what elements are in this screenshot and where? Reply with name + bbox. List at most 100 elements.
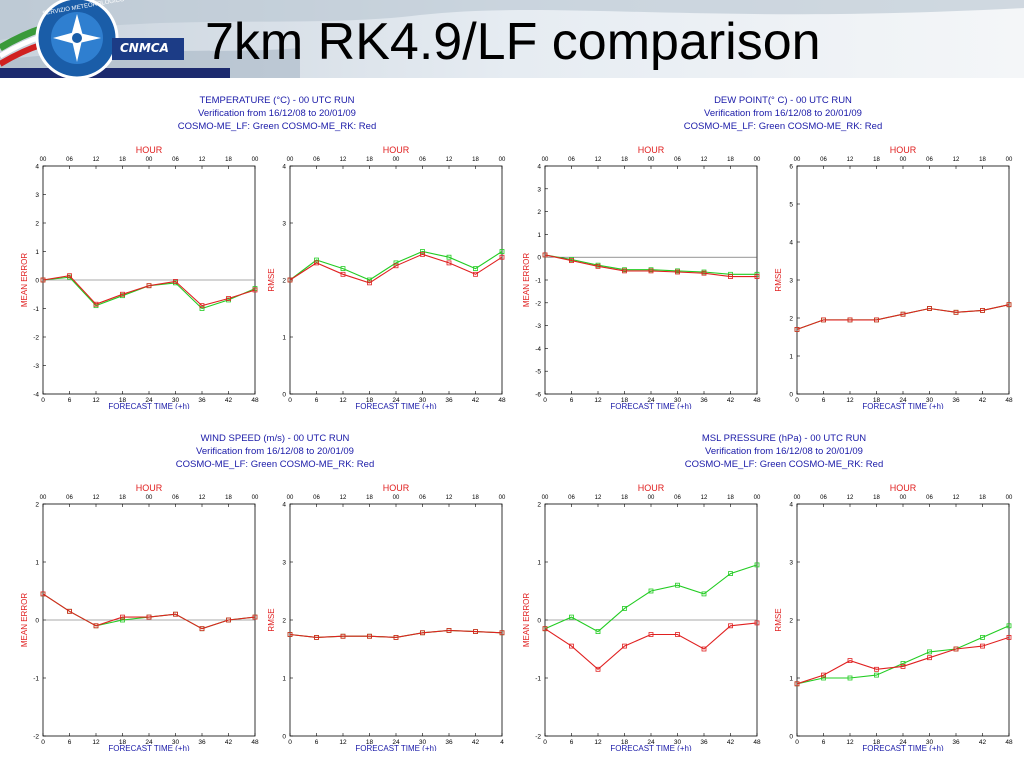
x-tick-label: 30 [172,397,180,404]
y-axis-title: MEAN ERROR [522,253,531,307]
series-point [287,277,293,283]
x-tick-label: 36 [445,739,453,746]
hour-tick-label: 06 [568,495,575,501]
y-tick-label: -2 [33,335,39,342]
series-line-green [796,625,1010,685]
series-point [40,591,46,597]
x-tick-label: 30 [419,397,427,404]
series-line-red [289,253,503,284]
series-point [93,623,99,629]
series-point [199,626,205,632]
series-point [252,614,258,620]
hour-tick-label: 18 [873,157,880,163]
series-point [499,249,505,254]
hour-tick-label: 00 [648,495,655,501]
y-tick-label: 4 [282,164,286,171]
x-tick-label: 42 [472,739,480,746]
series-line-red [796,304,1010,330]
y-tick-label: -1 [33,306,39,313]
hour-tick-label: 18 [727,495,734,501]
x-axis-title: FORECAST TIME (+h) [355,744,437,751]
series-point [1006,302,1012,308]
banner-background [0,0,1024,78]
x-tick-label: 18 [873,397,881,404]
series-point [622,268,627,274]
y-tick-label: 2 [789,316,793,323]
plot-frame [289,503,503,737]
y-tick-label: -2 [535,300,541,307]
x-tick-label: 42 [727,397,735,404]
y-tick-label: 0 [789,734,793,741]
y-tick-label: 6 [789,164,793,171]
series-point [794,681,800,687]
block-title: MSL PRESSURE (hPa) - 00 UTC RUN [701,433,867,444]
hour-tick-label: 00 [1006,157,1013,163]
hour-tick-label: 12 [446,157,453,163]
block-period: Verification from 16/12/08 to 20/01/09 [198,108,356,119]
x-axis-title: FORECAST TIME (+h) [610,744,692,751]
block-period: Verification from 16/12/08 to 20/01/09 [705,446,863,457]
series-point [367,277,372,283]
x-tick-label: 36 [952,397,960,404]
x-tick-label: 42 [979,739,987,746]
cnmca-logo [35,0,119,78]
hour-tick-label: 00 [648,157,655,163]
series-point [340,271,346,277]
series-point [1006,634,1012,640]
y-tick-label: 1 [537,232,541,239]
series-line-red [544,622,758,671]
y-tick-label: 2 [282,278,286,285]
series-point [393,260,399,266]
y-tick-label: 5 [789,202,793,209]
x-axis-title: FORECAST TIME (+h) [355,402,437,409]
hour-tick-label: 06 [419,495,426,501]
hour-tick-label: 18 [366,495,373,501]
hour-tick-label: 00 [393,495,400,501]
x-tick-label: 42 [979,397,987,404]
block-legend: COSMO-ME_LF: Green COSMO-ME_RK: Red [175,459,375,470]
x-axis-title: FORECAST TIME (+h) [108,744,190,751]
block-period: Verification from 16/12/08 to 20/01/09 [196,446,354,457]
x-tick-label: 0 [41,397,45,404]
y-tick-label: -2 [33,734,39,741]
series-point [980,634,985,640]
y-tick-label: 1 [282,335,286,342]
series-point [648,268,654,274]
x-tick-label: 48 [753,397,761,404]
hour-tick-label: 00 [287,495,294,501]
hour-tick-label: 12 [953,157,960,163]
series-point [595,629,601,635]
hour-tick-label: 18 [979,495,986,501]
series-point [173,611,178,617]
x-tick-label: 36 [198,397,206,404]
y-tick-label: -5 [535,369,541,376]
y-tick-label: 2 [282,618,286,625]
x-tick-label: 42 [225,739,233,746]
hour-tick-label: 06 [419,157,426,163]
series-point [595,666,601,672]
hour-axis-label: HOUR [890,145,917,155]
x-tick-label: 12 [92,739,100,746]
x-tick-label: 12 [92,397,100,404]
y-tick-label: -2 [535,734,541,741]
hour-tick-label: 06 [313,495,320,501]
x-tick-label: 12 [846,739,854,746]
y-tick-label: 2 [537,502,541,509]
hour-tick-label: 06 [926,495,933,501]
series-point [754,620,760,626]
series-point [93,301,99,307]
hour-tick-label: 12 [847,157,854,163]
series-point [120,617,125,623]
series-point [953,646,959,652]
series-point [314,634,319,640]
series-point [754,274,760,279]
hour-tick-label: 12 [701,157,708,163]
x-tick-label: 6 [822,397,826,404]
series-point [595,263,601,269]
x-tick-label: 0 [795,739,799,746]
series-point [1006,623,1012,629]
y-tick-label: 4 [789,240,793,247]
hour-tick-label: 12 [701,495,708,501]
series-point [446,628,452,633]
hour-tick-label: 06 [674,157,681,163]
